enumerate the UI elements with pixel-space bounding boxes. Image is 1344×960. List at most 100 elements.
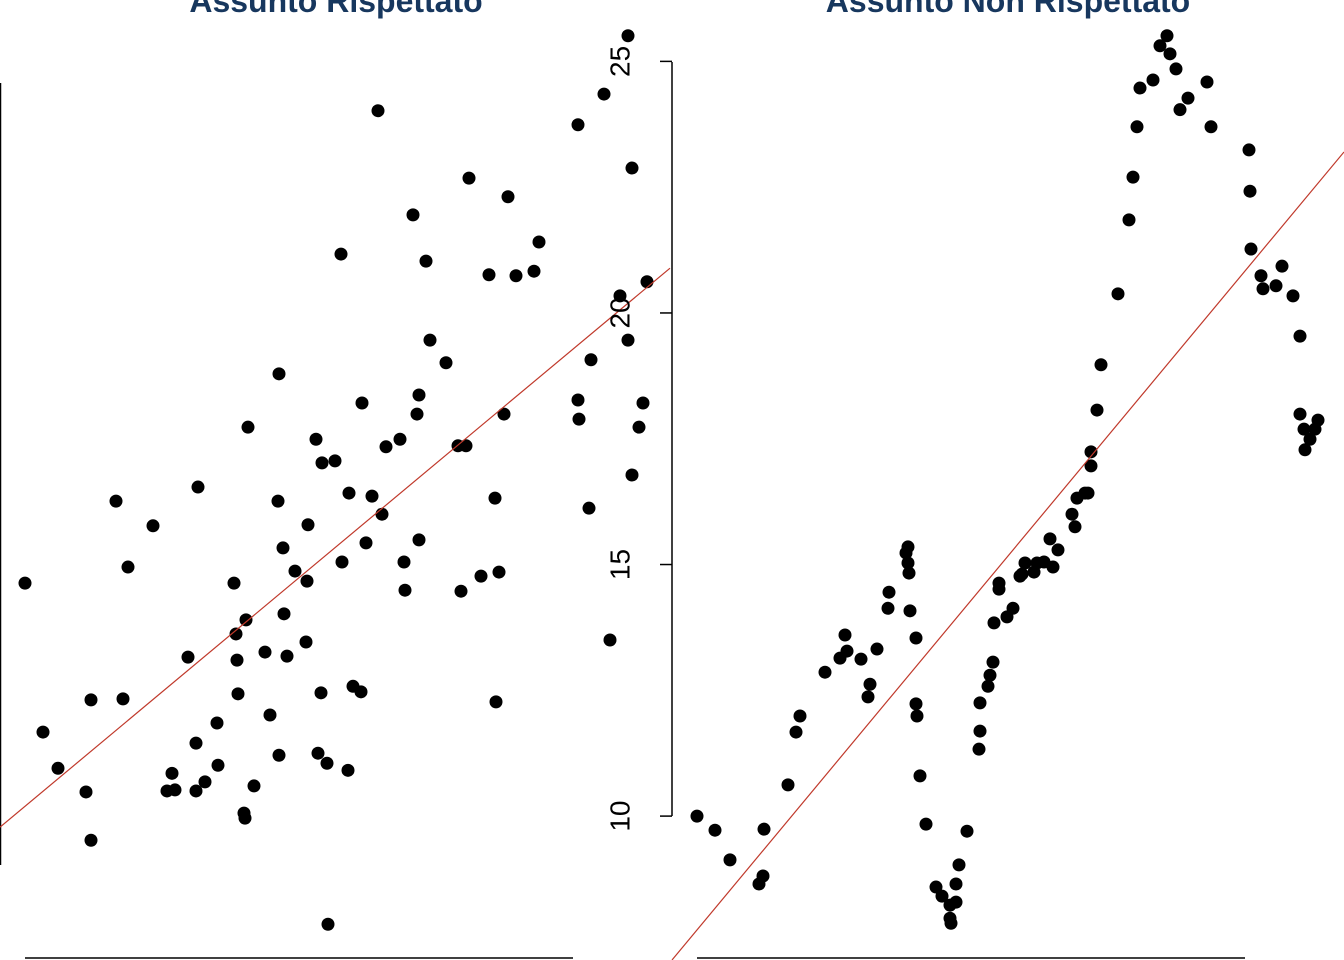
point (393, 432, 407, 446)
point (952, 858, 966, 872)
point (277, 607, 291, 621)
point (397, 555, 411, 569)
point (1256, 282, 1270, 296)
point (189, 784, 203, 798)
point (901, 540, 915, 554)
point (288, 564, 302, 578)
point (584, 353, 598, 367)
point (1303, 432, 1317, 446)
point (1046, 560, 1060, 574)
point (571, 118, 585, 132)
point (818, 665, 832, 679)
y-tick-label: 10 (604, 801, 635, 832)
point (320, 756, 334, 770)
point (903, 604, 917, 618)
point (1146, 73, 1160, 87)
point (935, 889, 949, 903)
point (532, 235, 546, 249)
point (239, 613, 253, 627)
point (757, 822, 771, 836)
point (1200, 75, 1214, 89)
point (1051, 543, 1065, 557)
point (1065, 507, 1079, 521)
point (211, 758, 225, 772)
point (949, 895, 963, 909)
point (1133, 81, 1147, 95)
point (121, 560, 135, 574)
point (379, 440, 393, 454)
point (509, 269, 523, 283)
point (910, 709, 924, 723)
point (1293, 329, 1307, 343)
point (272, 748, 286, 762)
point (572, 412, 586, 426)
point (375, 507, 389, 521)
point (189, 736, 203, 750)
point (1298, 443, 1312, 457)
point (909, 631, 923, 645)
point (210, 716, 224, 730)
point (231, 687, 245, 701)
point (1243, 184, 1257, 198)
point (241, 420, 255, 434)
point (280, 649, 294, 663)
point (84, 833, 98, 847)
point (412, 533, 426, 547)
point (334, 247, 348, 261)
point (474, 569, 488, 583)
point (960, 824, 974, 838)
point (793, 709, 807, 723)
point (986, 655, 1000, 669)
point (412, 388, 426, 402)
point (1153, 39, 1167, 53)
point (987, 616, 1001, 630)
point (981, 679, 995, 693)
point (621, 333, 635, 347)
point (311, 746, 325, 760)
fit-line (671, 151, 1344, 960)
point (181, 650, 195, 664)
y-tick-label: 20 (604, 297, 635, 328)
point (527, 264, 541, 278)
point (1204, 120, 1218, 134)
point (1242, 143, 1256, 157)
point (300, 574, 314, 588)
point (582, 501, 596, 515)
y-tick-label: 25 (604, 46, 635, 77)
point (315, 456, 329, 470)
point (146, 519, 160, 533)
point (272, 367, 286, 381)
point (299, 635, 313, 649)
point (355, 396, 369, 410)
point (881, 601, 895, 615)
point (972, 742, 986, 756)
point (571, 393, 585, 407)
point (1173, 103, 1187, 117)
point (1286, 289, 1300, 303)
point (1068, 520, 1082, 534)
point (328, 454, 342, 468)
point (909, 697, 923, 711)
point (1084, 445, 1098, 459)
point (603, 633, 617, 647)
point (1163, 47, 1177, 61)
point (354, 685, 368, 699)
point (854, 652, 868, 666)
point (230, 653, 244, 667)
point (1269, 279, 1283, 293)
point (861, 690, 875, 704)
point (229, 627, 243, 641)
point (459, 439, 473, 453)
point (1006, 601, 1020, 615)
point (263, 708, 277, 722)
point (636, 396, 650, 410)
y-tick-label: 15 (604, 549, 635, 580)
point (439, 356, 453, 370)
point (116, 692, 130, 706)
point (992, 582, 1006, 596)
point (838, 628, 852, 642)
point (359, 536, 373, 550)
point (258, 645, 272, 659)
